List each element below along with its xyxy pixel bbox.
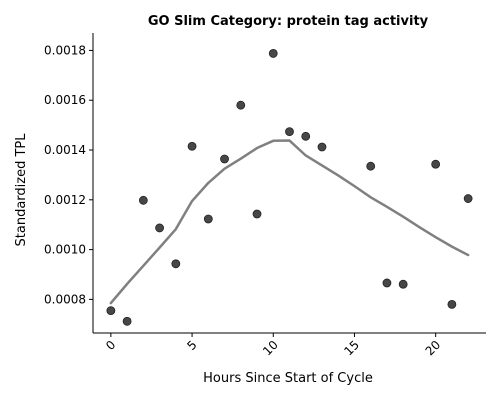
data-point [155, 223, 164, 233]
data-point [220, 154, 229, 164]
x-tick-label: 20 [423, 338, 444, 359]
data-point [398, 279, 408, 289]
data-point [236, 100, 246, 110]
x-tick-label: 15 [341, 338, 362, 359]
data-point [187, 141, 197, 151]
data-point [301, 131, 311, 141]
y-tick-label: 0.0018 [44, 43, 86, 57]
data-point [268, 49, 278, 58]
x-tick-label: 5 [184, 338, 199, 353]
x-axis-label: Hours Since Start of Cycle [203, 371, 373, 386]
y-tick-label: 0.0016 [44, 93, 86, 107]
data-point [366, 161, 376, 171]
x-axis: 0 5 10 15 20 [93, 332, 486, 359]
y-tick-label: 0.0010 [44, 243, 86, 257]
data-point [138, 195, 148, 205]
data-point [106, 306, 116, 315]
data-point [463, 194, 473, 203]
data-point [171, 259, 181, 269]
plot-area [106, 49, 473, 326]
data-point [252, 209, 262, 219]
trend-line [109, 139, 470, 305]
y-tick-label: 0.0014 [44, 143, 86, 157]
data-point [317, 142, 327, 152]
data-point [122, 316, 132, 326]
x-tick-label: 0 [103, 338, 118, 353]
x-tick-label: 10 [260, 338, 281, 359]
chart-title: GO Slim Category: protein tag activity [148, 14, 429, 29]
y-tick-label: 0.0008 [44, 292, 86, 306]
data-point [285, 127, 294, 136]
data-point [203, 214, 213, 224]
data-point [447, 299, 457, 309]
data-point [431, 159, 441, 169]
y-axis: 0.0008 0.0010 0.0012 0.0014 0.0016 0.0018 [44, 33, 94, 333]
y-tick-label: 0.0012 [44, 193, 86, 207]
y-axis-label: Standardized TPL [14, 133, 29, 247]
data-point [382, 278, 392, 288]
